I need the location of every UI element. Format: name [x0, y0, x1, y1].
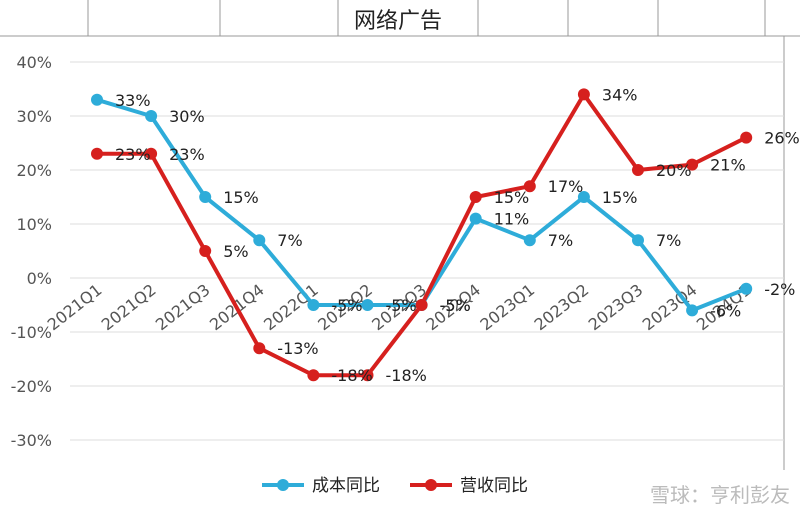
data-point	[145, 110, 158, 122]
data-point	[686, 304, 699, 317]
series-line	[96, 97, 747, 313]
data-point	[307, 369, 320, 382]
chart-title: 网络广告	[354, 9, 442, 34]
y-tick-label: 30%	[16, 107, 52, 126]
data-point	[577, 88, 590, 101]
data-label: 30%	[169, 107, 205, 126]
data-point	[307, 299, 320, 311]
data-point	[145, 147, 158, 160]
data-label: 11%	[494, 210, 530, 229]
data-label: -5%	[331, 296, 362, 315]
y-tick-label: -30%	[11, 431, 52, 450]
data-label: -5%	[440, 296, 471, 315]
data-point	[199, 245, 212, 257]
data-point	[91, 93, 103, 106]
data-label: -5%	[440, 296, 471, 315]
data-label: 15%	[223, 188, 259, 207]
data-point	[415, 299, 428, 311]
data-point	[632, 164, 644, 176]
y-axis: 40% 30% 20% 10% 0% -10% -20% -30%	[11, 53, 52, 450]
data-label: 7%	[548, 231, 573, 250]
data-point	[253, 342, 266, 355]
x-tick-label: 2023Q2	[531, 280, 593, 334]
data-point	[577, 191, 590, 203]
data-label: 15%	[602, 188, 638, 207]
data-point	[523, 180, 536, 193]
legend-marker	[277, 479, 289, 491]
data-label: -5%	[386, 296, 417, 315]
legend: 成本同比 营收同比	[262, 476, 528, 496]
data-point	[740, 131, 753, 144]
x-tick-label: 2023Q3	[585, 280, 647, 334]
data-label: 23%	[115, 145, 151, 164]
data-point	[361, 299, 374, 311]
data-label: -18%	[386, 366, 427, 385]
data-label: 15%	[494, 188, 530, 207]
data-point	[523, 234, 536, 247]
data-label: -6%	[710, 301, 741, 320]
data-point	[632, 234, 644, 247]
data-point	[91, 147, 103, 160]
y-tick-label: 0%	[27, 269, 52, 288]
x-tick-label: 2023Q1	[477, 280, 539, 334]
y-tick-label: 10%	[16, 215, 52, 234]
data-label: 7%	[277, 231, 302, 250]
y-tick-label: 20%	[16, 161, 52, 180]
data-label: -2%	[764, 280, 795, 299]
data-label: 5%	[223, 242, 248, 261]
y-tick-label: 40%	[16, 53, 52, 72]
data-label: 20%	[656, 161, 692, 180]
y-tick-label: -10%	[11, 323, 52, 342]
legend-label: 成本同比	[312, 476, 380, 496]
data-point	[361, 369, 374, 382]
x-tick-label: 2021Q3	[152, 280, 214, 334]
data-labels: 33% 30% 15% 7% -5% -5% -5% 11% 7% 15% 7% -6% -2% 23% 2…	[115, 85, 800, 385]
data-point	[469, 212, 482, 225]
data-label: 26%	[764, 129, 800, 148]
x-tick-label: 2021Q1	[44, 280, 106, 334]
data-point	[686, 158, 699, 171]
data-label: 34%	[602, 85, 638, 104]
x-tick-label: 2021Q2	[98, 280, 160, 334]
data-label: 17%	[548, 177, 584, 196]
y-tick-label: -20%	[11, 377, 52, 396]
data-point	[469, 191, 482, 203]
data-label: -18%	[331, 366, 372, 385]
data-point	[199, 191, 212, 203]
watermark: 雪球：亨利彭友	[650, 483, 790, 507]
data-label: 23%	[169, 145, 205, 164]
series-layer	[91, 88, 753, 382]
legend-marker	[425, 479, 437, 491]
data-label: 21%	[710, 156, 746, 175]
data-label: -13%	[277, 339, 318, 358]
data-label: 7%	[656, 231, 681, 250]
data-label: 33%	[115, 91, 151, 110]
legend-label: 营收同比	[460, 476, 528, 496]
data-point	[740, 282, 753, 295]
data-point	[253, 234, 266, 247]
chart-frame	[0, 0, 800, 470]
